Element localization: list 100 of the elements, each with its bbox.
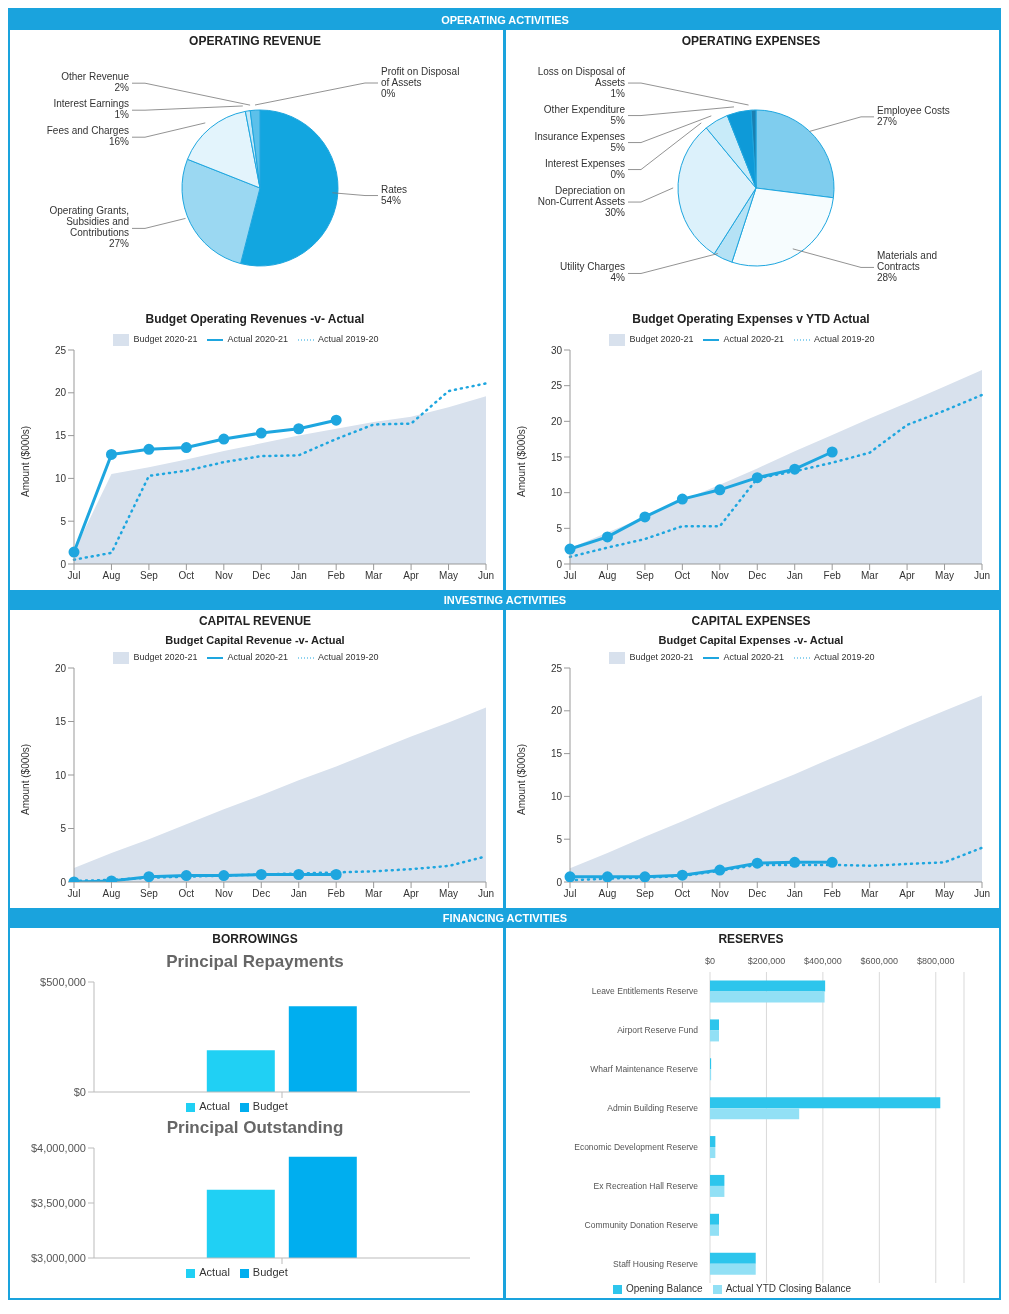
- x-tick-label: Mar: [861, 570, 879, 582]
- x-tick-label: $600,000: [860, 956, 899, 966]
- y-tick-label: Ex Recreation Hall Reserve: [593, 1180, 699, 1191]
- y-tick-label: 15: [54, 430, 67, 442]
- y-tick-label: Staff Housing Reserve: [613, 1258, 699, 1269]
- legend-label: Actual 2020-21: [227, 334, 289, 345]
- y-tick-label: 10: [550, 487, 563, 499]
- slice-label: Operating Grants, Subsidies and Contributions: [49, 205, 129, 239]
- legend-label: Actual 2019-20: [814, 334, 875, 345]
- legend-label: Actual 2020-21: [723, 334, 785, 345]
- x-tick-label: Sep: [140, 570, 159, 582]
- legend-label: Budget 2020-21: [133, 334, 198, 345]
- text: 0%: [381, 87, 396, 99]
- x-tick-label: Sep: [636, 888, 655, 900]
- data-label: 5%: [610, 114, 626, 126]
- x-tick-label: Feb: [823, 570, 842, 582]
- y-tick-label: $3,000,000: [30, 1251, 86, 1264]
- data-label: 1%: [610, 87, 626, 99]
- y-tick-label: 25: [550, 662, 563, 674]
- chart-title: CAPITAL REVENUE: [197, 614, 313, 628]
- y-tick-label: 20: [54, 387, 67, 399]
- data-label: 2%: [114, 82, 130, 94]
- slice-label: Materials and Contracts: [877, 249, 938, 272]
- x-tick-label: Dec: [748, 570, 767, 582]
- x-tick-label: Jun: [973, 570, 991, 582]
- y-tick-label: Wharf Maintenance Reserve: [590, 1064, 699, 1075]
- y-tick-label: 0: [60, 876, 67, 888]
- text: 0%: [610, 168, 625, 180]
- x-tick-label: Mar: [365, 570, 383, 582]
- x-tick-label: Jan: [786, 888, 803, 900]
- x-tick-label: Oct: [178, 888, 195, 900]
- y-axis-title: Amount ($000s): [19, 425, 31, 497]
- legend-label: Actual 2019-20: [814, 652, 875, 663]
- x-tick-label: Jul: [67, 888, 81, 900]
- x-tick-label: $400,000: [804, 956, 842, 966]
- slice-label: Other Revenue: [61, 71, 130, 83]
- x-tick-label: Apr: [403, 888, 420, 900]
- y-axis-title: Amount ($000s): [19, 743, 31, 815]
- x-tick-label: Jul: [563, 570, 577, 582]
- legend-label: Actual 2019-20: [318, 334, 379, 345]
- legend-label: Budget 2020-21: [629, 652, 694, 663]
- legend-label: Budget: [252, 1100, 288, 1112]
- data-label: 27%: [877, 115, 898, 127]
- x-tick-label: Jun: [477, 888, 495, 900]
- legend-label: Opening Balance: [625, 1283, 703, 1294]
- chart-title: Budget Operating Revenues -v- Actual: [144, 312, 366, 326]
- slice-label: Loss on Disposal of Assets: [537, 65, 626, 88]
- chart-subtitle: Budget Capital Expenses -v- Actual: [657, 634, 845, 646]
- text: INVESTING ACTIVITIES: [443, 594, 567, 606]
- x-tick-label: Feb: [823, 888, 842, 900]
- x-tick-label: Apr: [403, 570, 420, 582]
- chart-title: Budget Operating Expenses v YTD Actual: [631, 312, 871, 326]
- y-tick-label: 20: [550, 705, 563, 717]
- y-tick-label: 10: [550, 790, 563, 802]
- text: OPERATING ACTIVITIES: [441, 14, 569, 26]
- y-tick-label: $3,500,000: [30, 1196, 86, 1209]
- slice-label: Utility Charges: [559, 261, 625, 273]
- y-tick-label: 0: [60, 558, 67, 570]
- data-label: 27%: [108, 238, 130, 250]
- legend-label: Budget 2020-21: [133, 652, 198, 663]
- y-tick-label: Admin Building Reserve: [607, 1103, 699, 1114]
- y-tick-label: Leave Entitlements Reserve: [591, 986, 699, 997]
- x-tick-label: Mar: [365, 888, 383, 900]
- chart-title: RESERVES: [717, 932, 785, 946]
- chart-title: CAPITAL EXPENSES: [690, 614, 812, 628]
- x-tick-label: Aug: [102, 888, 121, 900]
- x-tick-label: Jun: [973, 888, 991, 900]
- slice-label: Employee Costs: [877, 104, 950, 116]
- legend-label: Actual: [199, 1266, 230, 1278]
- x-tick-label: May: [935, 888, 954, 900]
- y-tick-label: 15: [54, 716, 67, 728]
- chart-title: OPERATING EXPENSES: [680, 34, 822, 48]
- data-label: 28%: [877, 271, 898, 283]
- chart-title: OPERATING REVENUE: [188, 34, 322, 48]
- data-label: 1%: [114, 109, 130, 121]
- x-tick-label: Aug: [598, 570, 617, 582]
- y-tick-label: 10: [54, 769, 67, 781]
- y-tick-label: 0: [556, 876, 563, 888]
- x-tick-label: May: [439, 570, 458, 582]
- slice-label: Rates: [381, 183, 408, 195]
- data-label: 4%: [610, 272, 626, 284]
- x-tick-label: $800,000: [917, 956, 955, 966]
- x-tick-label: Apr: [899, 570, 916, 582]
- y-tick-label: 30: [550, 344, 563, 356]
- slice-label: Depreciation on Non-Current Assets: [537, 184, 625, 207]
- x-tick-label: Aug: [598, 888, 617, 900]
- legend-label: Budget: [252, 1266, 288, 1278]
- legend-label: Actual 2019-20: [318, 652, 379, 663]
- y-tick-label: 5: [556, 522, 563, 534]
- slice-label: Interest Earnings: [53, 98, 129, 110]
- y-tick-label: 5: [556, 833, 563, 845]
- y-tick-label: 20: [54, 662, 67, 674]
- y-tick-label: 5: [60, 823, 67, 835]
- category-label: Profit on Disposal of Assets: [381, 65, 460, 88]
- data-label: 16%: [108, 136, 130, 148]
- y-tick-label: 15: [550, 748, 563, 760]
- x-tick-label: Dec: [748, 888, 767, 900]
- y-tick-label: 25: [550, 380, 563, 392]
- x-tick-label: Oct: [178, 570, 195, 582]
- x-tick-label: Jul: [67, 570, 81, 582]
